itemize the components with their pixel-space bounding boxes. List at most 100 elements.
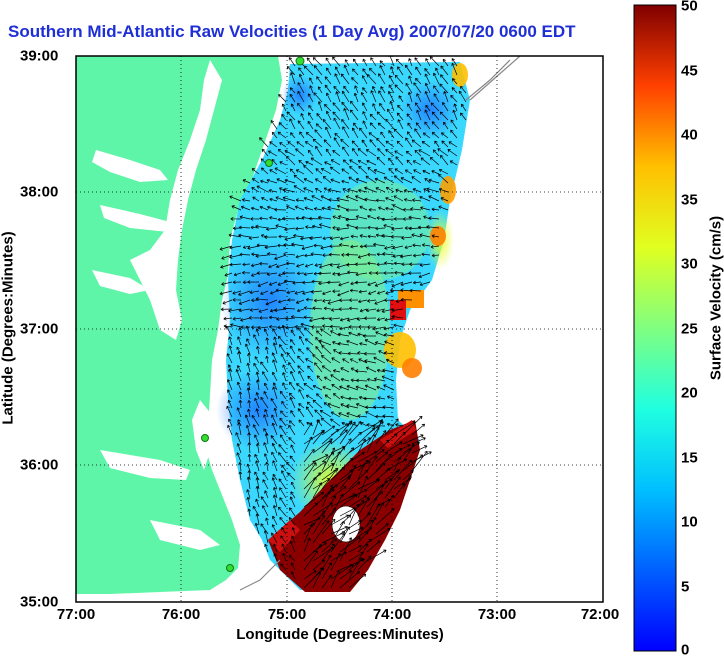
velocity-arrow bbox=[340, 138, 350, 148]
velocity-arrow bbox=[450, 94, 458, 103]
velocity-arrow bbox=[325, 110, 332, 121]
velocity-arrow bbox=[411, 139, 422, 148]
velocity-arrow bbox=[294, 290, 305, 295]
velocity-arrow bbox=[280, 434, 287, 445]
velocity-arrow bbox=[451, 78, 458, 85]
velocity-arrow bbox=[408, 75, 413, 85]
velocity-arrow bbox=[237, 351, 242, 364]
velocity-arrow bbox=[348, 495, 368, 508]
velocity-arrow bbox=[321, 484, 334, 508]
velocity-arrow bbox=[443, 91, 449, 103]
velocity-arrow bbox=[376, 156, 386, 166]
velocity-arrow bbox=[357, 438, 366, 454]
velocity-arrow bbox=[339, 236, 350, 241]
velocity-arrow bbox=[411, 176, 422, 184]
velocity-arrow bbox=[402, 207, 413, 212]
velocity-arrow bbox=[385, 140, 395, 148]
velocity-arrow bbox=[313, 92, 323, 103]
velocity-arrow bbox=[260, 179, 269, 184]
velocity-arrow bbox=[346, 339, 359, 346]
velocity-arrow bbox=[270, 290, 278, 295]
velocity-arrow bbox=[303, 476, 317, 499]
velocity-arrow bbox=[289, 381, 296, 391]
velocity-arrow bbox=[347, 351, 359, 356]
velocity-arrow bbox=[402, 474, 412, 490]
velocity-arrow bbox=[304, 253, 314, 258]
velocity-arrow bbox=[271, 371, 278, 382]
velocity-arrow bbox=[312, 57, 323, 67]
velocity-arrow bbox=[339, 317, 350, 322]
velocity-arrow bbox=[422, 169, 431, 175]
velocity-arrow bbox=[348, 306, 359, 311]
velocity-arrow bbox=[330, 520, 345, 544]
velocity-arrow bbox=[402, 470, 414, 481]
velocity-arrow bbox=[282, 552, 287, 562]
velocity-arrow bbox=[348, 331, 359, 337]
velocity-arrow bbox=[378, 73, 386, 85]
velocity-arrow bbox=[330, 418, 341, 427]
velocity-arrow bbox=[238, 391, 243, 400]
velocity-arrow bbox=[341, 118, 350, 130]
velocity-arrow bbox=[357, 519, 374, 535]
velocity-arrow bbox=[392, 204, 404, 211]
velocity-arrow bbox=[336, 197, 350, 202]
velocity-arrow bbox=[373, 356, 386, 364]
velocity-arrow bbox=[297, 327, 305, 337]
velocity-arrow bbox=[219, 290, 233, 296]
velocity-arrow bbox=[333, 137, 341, 148]
velocity-arrow bbox=[362, 68, 368, 76]
velocity-arrow bbox=[329, 263, 341, 267]
velocity-arrow bbox=[409, 288, 422, 293]
velocity-arrow bbox=[270, 435, 278, 445]
velocity-arrow bbox=[404, 226, 412, 230]
velocity-arrow bbox=[227, 368, 233, 382]
velocity-arrow bbox=[312, 399, 323, 409]
velocity-arrow bbox=[272, 359, 278, 373]
velocity-arrow bbox=[284, 178, 296, 184]
velocity-arrow bbox=[325, 148, 332, 157]
velocity-arrow bbox=[438, 168, 449, 175]
velocity-arrow bbox=[258, 308, 269, 313]
velocity-arrow bbox=[330, 411, 341, 418]
velocity-arrow bbox=[401, 236, 413, 240]
velocity-arrow bbox=[290, 491, 296, 499]
velocity-arrow bbox=[268, 188, 278, 193]
velocity-arrow bbox=[289, 345, 296, 355]
velocity-arrow bbox=[226, 353, 233, 364]
velocity-arrow bbox=[327, 402, 341, 409]
velocity-arrow bbox=[305, 406, 314, 418]
velocity-arrow bbox=[415, 77, 422, 85]
velocity-arrow bbox=[365, 366, 377, 373]
velocity-arrow bbox=[452, 109, 458, 121]
velocity-arrow bbox=[263, 391, 269, 400]
velocity-arrow bbox=[382, 405, 395, 409]
velocity-arrow bbox=[373, 405, 386, 409]
velocity-arrow bbox=[352, 148, 359, 157]
velocity-arrow bbox=[303, 306, 314, 310]
velocity-arrow bbox=[313, 243, 323, 248]
velocity-arrow bbox=[357, 427, 376, 445]
velocity-arrow bbox=[254, 397, 260, 409]
velocity-arrow bbox=[395, 188, 404, 193]
velocity-arrow bbox=[250, 206, 260, 211]
velocity-arrow bbox=[238, 471, 243, 481]
velocity-arrow bbox=[320, 417, 332, 427]
velocity-arrow bbox=[312, 514, 325, 535]
velocity-arrow bbox=[375, 480, 388, 499]
velocity-arrow bbox=[451, 58, 458, 67]
velocity-arrow bbox=[288, 420, 296, 427]
velocity-arrow bbox=[373, 377, 386, 382]
colorbar-tick: 15 bbox=[681, 449, 698, 467]
velocity-arrow bbox=[428, 178, 440, 184]
velocity-arrow bbox=[309, 85, 314, 94]
velocity-arrow bbox=[412, 188, 422, 193]
velocity-arrow bbox=[425, 104, 431, 112]
velocity-arrow bbox=[238, 225, 251, 230]
velocity-arrow bbox=[256, 185, 269, 193]
velocity-arrow bbox=[332, 102, 341, 112]
velocity-arrow bbox=[261, 148, 269, 157]
velocity-arrow bbox=[248, 315, 260, 320]
velocity-arrow bbox=[392, 254, 404, 258]
velocity-arrow bbox=[287, 472, 296, 481]
velocity-arrow bbox=[232, 290, 242, 295]
